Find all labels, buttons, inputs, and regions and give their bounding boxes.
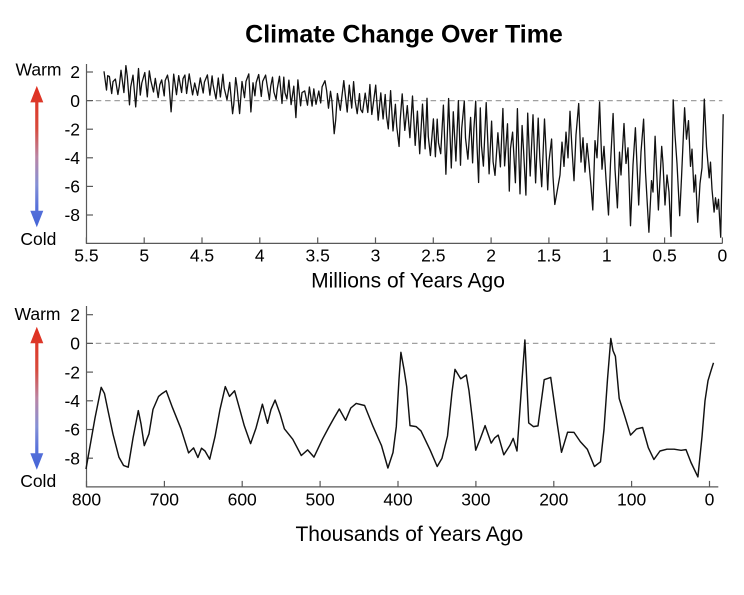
svg-text:-4: -4 bbox=[64, 391, 80, 411]
svg-text:-6: -6 bbox=[64, 177, 80, 197]
svg-text:5: 5 bbox=[139, 246, 149, 266]
svg-text:Cold: Cold bbox=[20, 471, 56, 491]
svg-text:2.5: 2.5 bbox=[421, 246, 445, 266]
svg-text:4.5: 4.5 bbox=[190, 246, 214, 266]
svg-text:Warm: Warm bbox=[15, 60, 61, 80]
svg-text:700: 700 bbox=[150, 490, 179, 510]
svg-text:300: 300 bbox=[461, 490, 490, 510]
svg-text:-8: -8 bbox=[64, 448, 80, 468]
svg-text:1.5: 1.5 bbox=[537, 246, 561, 266]
svg-text:Millions of Years Ago: Millions of Years Ago bbox=[311, 270, 505, 293]
svg-text:0: 0 bbox=[70, 334, 80, 354]
svg-text:0.5: 0.5 bbox=[652, 246, 676, 266]
svg-text:-4: -4 bbox=[64, 148, 80, 168]
svg-text:Thousands of Years Ago: Thousands of Years Ago bbox=[295, 523, 523, 546]
svg-text:3: 3 bbox=[371, 246, 381, 266]
svg-text:2: 2 bbox=[486, 246, 496, 266]
svg-text:-2: -2 bbox=[64, 119, 80, 139]
svg-text:500: 500 bbox=[305, 490, 334, 510]
svg-text:2: 2 bbox=[70, 305, 80, 325]
svg-text:400: 400 bbox=[383, 490, 412, 510]
svg-text:Climate Change Over Time: Climate Change Over Time bbox=[245, 21, 563, 49]
svg-text:200: 200 bbox=[539, 490, 568, 510]
svg-text:Warm: Warm bbox=[14, 304, 60, 324]
svg-text:0: 0 bbox=[70, 91, 80, 111]
svg-text:-2: -2 bbox=[64, 362, 80, 382]
svg-text:-6: -6 bbox=[64, 420, 80, 440]
svg-text:100: 100 bbox=[617, 490, 646, 510]
svg-text:-8: -8 bbox=[64, 205, 80, 225]
svg-text:0: 0 bbox=[705, 490, 715, 510]
svg-text:600: 600 bbox=[228, 490, 257, 510]
svg-text:Cold: Cold bbox=[20, 229, 56, 249]
svg-text:4: 4 bbox=[255, 246, 265, 266]
svg-text:5.5: 5.5 bbox=[74, 246, 98, 266]
svg-text:1: 1 bbox=[602, 246, 612, 266]
svg-text:0: 0 bbox=[718, 246, 728, 266]
svg-text:2: 2 bbox=[70, 62, 80, 82]
svg-text:800: 800 bbox=[72, 490, 101, 510]
svg-text:3.5: 3.5 bbox=[306, 246, 330, 266]
